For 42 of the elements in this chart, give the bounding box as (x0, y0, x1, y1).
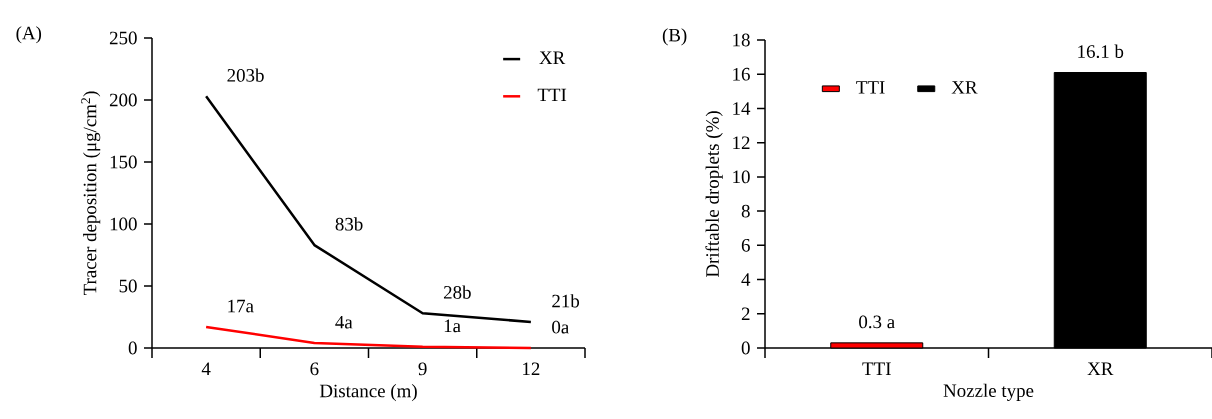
legend-label: TTI (537, 88, 567, 102)
data-label: 17a (228, 299, 254, 313)
x-axis-title: Nozzle type (943, 383, 1034, 401)
y-tick-label: 10 (733, 170, 750, 184)
y-tick-label: 2 (741, 307, 750, 321)
data-label: 4a (335, 315, 353, 329)
legend-label: XR (539, 51, 566, 64)
data-label: 28b (443, 285, 471, 299)
y-tick-label: 4 (741, 273, 751, 286)
y-axis-title: Driftable droplets (%) (705, 111, 723, 278)
data-label: 21b (552, 294, 580, 308)
y-tick-label: 16 (733, 67, 750, 81)
chart-title: (A) (16, 26, 42, 44)
y-tick-label: 14 (733, 102, 751, 115)
y-tick-label: 250 (109, 31, 137, 45)
x-tick-label: TTI (862, 362, 891, 375)
x-tick-label: 9 (418, 362, 427, 376)
x-tick-label: 4 (201, 362, 211, 375)
data-label: 1a (444, 319, 461, 333)
legend-label: XR (951, 81, 978, 94)
data-label: 0a (552, 320, 569, 334)
chart-title: (B) (662, 28, 687, 46)
x-tick-label: XR (1087, 362, 1114, 375)
y-tick-label: 100 (110, 217, 137, 231)
y-tick-label: 12 (733, 136, 750, 149)
y-tick-label: 0 (128, 341, 137, 355)
y-tick-label: 18 (733, 33, 750, 47)
legend-label: TTI (856, 81, 885, 94)
y-axis-title: Tracer deposition (μg/cm$^{2}$) (81, 91, 101, 296)
y-tick-label: 8 (741, 204, 750, 218)
data-label: 83b (335, 217, 363, 231)
y-tick-label: 150 (110, 155, 137, 169)
x-tick-label: 6 (310, 362, 319, 376)
y-tick-label: 0 (741, 341, 750, 355)
y-tick-label: 6 (741, 238, 750, 252)
x-tick-label: 12 (523, 362, 540, 376)
data-label: 0.3 a (859, 315, 895, 329)
data-label: 16.1 b (1078, 44, 1124, 58)
y-tick-label: 200 (109, 93, 137, 107)
x-axis-title: Distance (m) (319, 384, 417, 402)
data-label: 203b (227, 68, 264, 82)
y-tick-label: 50 (119, 279, 137, 293)
